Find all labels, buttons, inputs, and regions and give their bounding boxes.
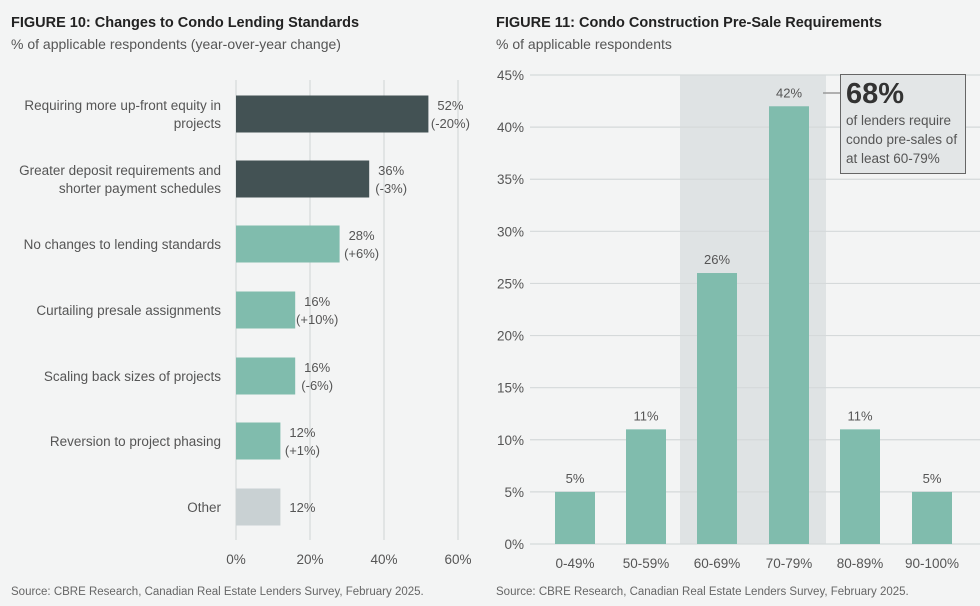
data-label: 5% [923, 471, 942, 486]
change-label: (-3%) [375, 181, 407, 196]
y-tick-label: 10% [497, 433, 524, 448]
data-label: 16% [304, 294, 330, 309]
data-label: 12% [289, 500, 315, 515]
x-tick-label: 20% [296, 552, 323, 567]
change-label: (+1%) [285, 443, 320, 458]
bar [697, 273, 737, 544]
category-label: projects [174, 116, 222, 131]
x-tick-label: 50-59% [623, 556, 670, 571]
x-tick-label: 60% [444, 552, 471, 567]
x-tick-label: 80-89% [837, 556, 884, 571]
data-label: 26% [704, 252, 730, 267]
figure10-chart: 0% 20% 40% 60% Requiring more up-front equit… [19, 80, 472, 567]
x-tick-label: 60-69% [694, 556, 741, 571]
bar [236, 422, 281, 460]
category-label: Requiring more up-front equity in [24, 98, 221, 113]
category-label: Scaling back sizes of projects [44, 369, 221, 384]
x-tick-label: 90-100% [905, 556, 959, 571]
figure10-source: Source: CBRE Research, Canadian Real Est… [11, 586, 424, 598]
data-label: 42% [776, 85, 802, 100]
y-tick-label: 35% [497, 172, 524, 187]
figure11-subtitle: % of applicable respondents [496, 36, 672, 52]
figure10-title: FIGURE 10: Changes to Condo Lending Stan… [11, 15, 360, 31]
y-tick-label: 30% [497, 224, 524, 239]
figure11-chart: 0% 5% 10% 15% 20% 25% 30% 35% 40% 45% 5% 0-49% 11% 50… [497, 68, 980, 571]
y-tick-label: 20% [497, 329, 524, 344]
data-label: 36% [378, 163, 404, 178]
x-tick-label: 40% [370, 552, 397, 567]
annotation-value: 68% [846, 78, 905, 110]
category-label: Other [187, 500, 221, 515]
change-label: (+10%) [296, 312, 338, 327]
category-label: shorter payment schedules [59, 181, 221, 196]
y-tick-label: 5% [504, 485, 524, 500]
change-label: (+6%) [344, 246, 379, 261]
data-label: 11% [847, 408, 872, 423]
y-tick-label: 25% [497, 276, 524, 291]
y-tick-label: 40% [497, 120, 524, 135]
category-label: Curtailing presale assignments [36, 303, 221, 318]
category-label: Reversion to project phasing [50, 434, 221, 449]
x-tick-label: 70-79% [766, 556, 813, 571]
bar [236, 225, 340, 263]
x-tick-label: 0-49% [555, 556, 594, 571]
data-label: 16% [304, 360, 330, 375]
data-label: 11% [633, 408, 658, 423]
annotation-text: of lenders require condo pre-sales of at… [846, 113, 958, 166]
category-label: Greater deposit requirements and [19, 163, 221, 178]
data-label: 52% [437, 98, 463, 113]
category-label: No changes to lending standards [24, 237, 222, 252]
y-tick-label: 45% [497, 68, 524, 83]
change-label: (-20%) [431, 116, 470, 131]
figure11-title: FIGURE 11: Condo Construction Pre-Sale R… [496, 15, 882, 31]
y-tick-label: 15% [497, 381, 524, 396]
annotation-callout: 68% of lenders require condo pre-sales o… [840, 74, 966, 174]
data-label: 5% [566, 471, 585, 486]
bar [769, 106, 809, 545]
x-tick-label: 0% [226, 552, 246, 567]
bar [236, 95, 429, 133]
bar [236, 160, 370, 198]
y-tick-label: 0% [504, 537, 524, 552]
figure11-source: Source: CBRE Research, Canadian Real Est… [496, 586, 909, 598]
figure10-subtitle: % of applicable respondents (year-over-y… [11, 36, 341, 52]
bar [236, 357, 296, 395]
bar [626, 429, 666, 544]
bar [236, 488, 281, 526]
data-label: 28% [349, 228, 375, 243]
bar [912, 491, 952, 544]
bar [236, 291, 296, 329]
change-label: (-6%) [301, 378, 333, 393]
bar [555, 491, 595, 544]
data-label: 12% [289, 425, 315, 440]
bar [840, 429, 880, 544]
